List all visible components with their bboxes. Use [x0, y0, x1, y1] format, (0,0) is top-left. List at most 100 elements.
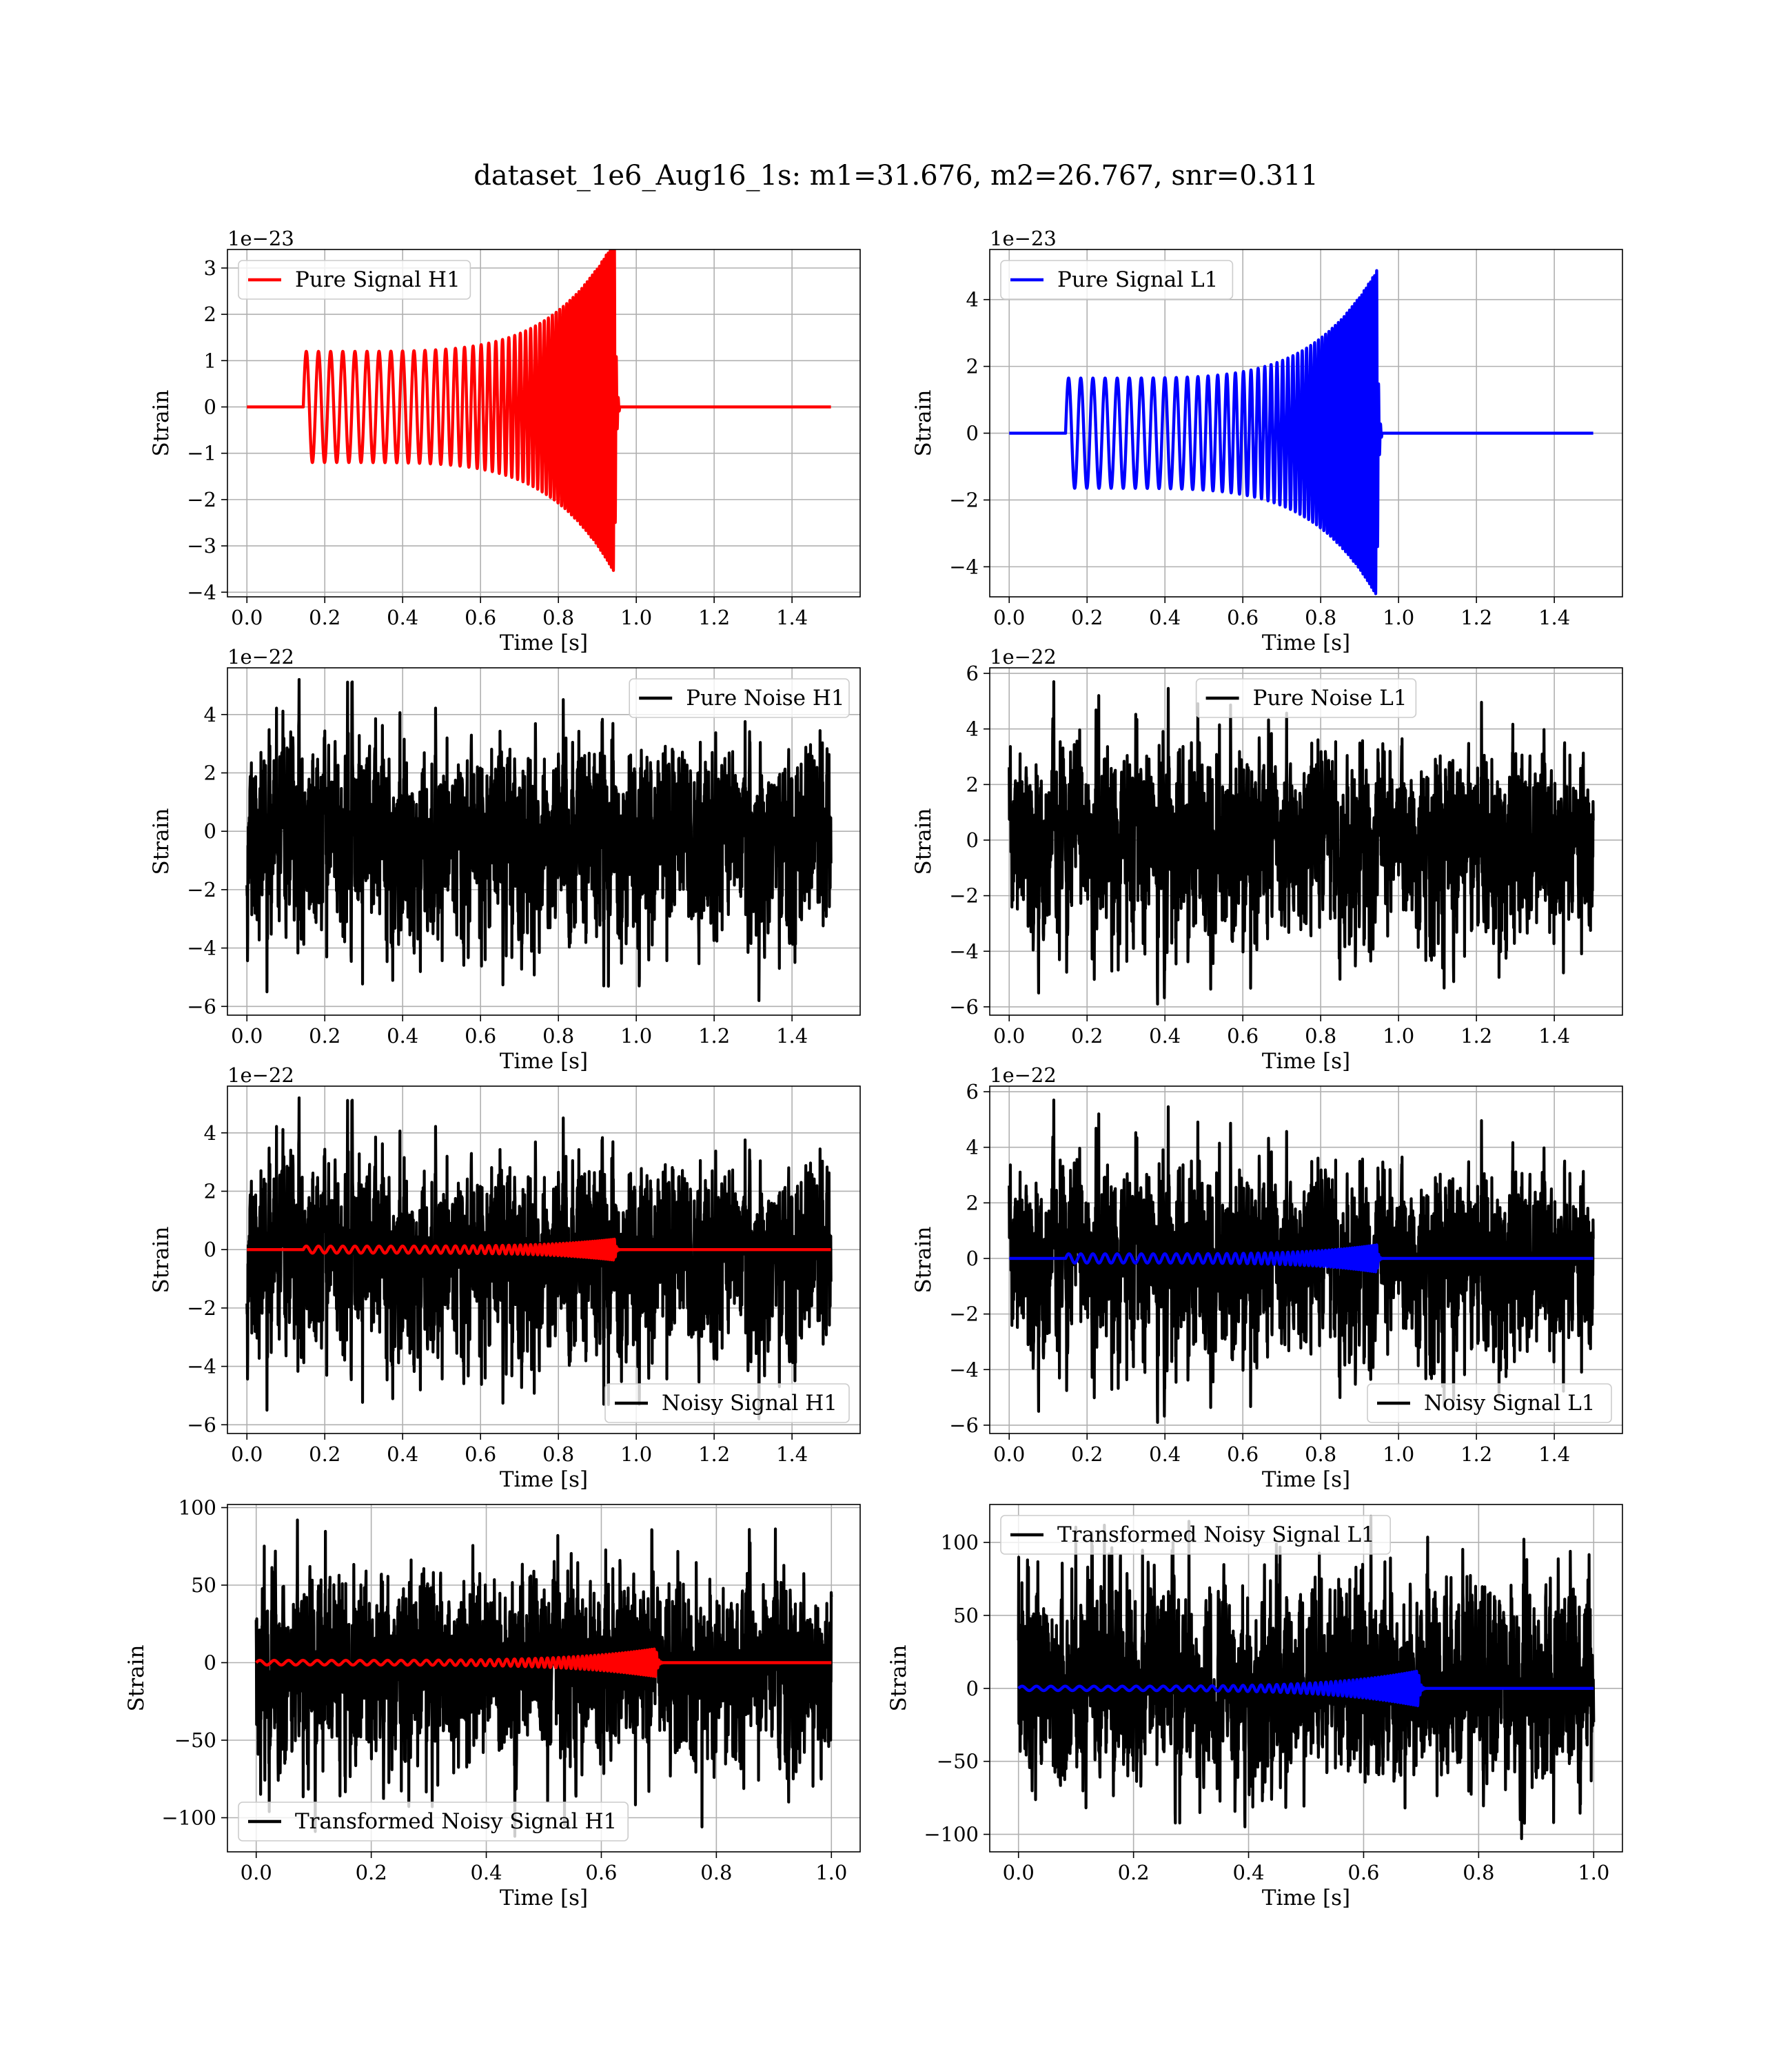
y-tick-label: 4: [966, 1136, 979, 1159]
y-tick-label: −4: [187, 937, 216, 960]
panel-transformed-noisy-signal-l1: 0.0 0.2 0.4 0.6 0.8 1.0 100 50 0 −50 −100 Time [s] S…: [886, 1504, 1623, 1910]
x-tick-label: 0.0: [241, 1861, 272, 1884]
x-tick-label: 0.8: [1305, 606, 1336, 629]
y-tick-label: 4: [204, 1121, 216, 1145]
x-tick-label: 0.0: [993, 1024, 1025, 1048]
y-tick-label: −6: [949, 995, 979, 1019]
x-tick-label: 1.4: [1538, 1442, 1570, 1466]
legend-box: [629, 678, 850, 718]
x-tick-label: 1.4: [776, 1024, 808, 1048]
x-axis-label: Time [s]: [1262, 1049, 1350, 1074]
x-tick-label: 0.8: [542, 1024, 574, 1048]
y-tick-label: −1: [187, 442, 216, 465]
axis-offset-text: 1e−22: [227, 1063, 294, 1087]
legend-label: Pure Noise H1: [686, 686, 844, 711]
series-line-0: [254, 1518, 833, 1838]
y-tick-label: 0: [966, 1247, 979, 1270]
y-tick-label: −2: [949, 488, 979, 511]
y-axis-label: Strain: [911, 1227, 936, 1294]
y-tick-label: −2: [949, 1303, 979, 1326]
x-tick-label: 1.2: [698, 606, 730, 629]
x-tick-label: 1.4: [1538, 606, 1570, 629]
series-group: [1008, 680, 1595, 1006]
x-tick-label: 0.4: [387, 1442, 418, 1466]
legend: Transformed Noisy Signal L1: [1000, 1515, 1392, 1555]
x-tick-label: 0.6: [1347, 1861, 1379, 1884]
series-line-1: [245, 1237, 833, 1262]
legend-label: Noisy Signal L1: [1424, 1391, 1596, 1416]
x-tick-label: 0.6: [1227, 606, 1259, 629]
plot-frame: [989, 249, 1623, 598]
legend-label: Transformed Noisy Signal L1: [1057, 1522, 1375, 1547]
series-line-0: [1008, 269, 1595, 595]
x-tick-label: 0.2: [356, 1861, 387, 1884]
y-tick-label: 6: [966, 662, 979, 685]
y-tick-label: −100: [924, 1823, 979, 1846]
axis-offset-text: 1e−23: [990, 227, 1057, 250]
series-line-1: [1008, 1243, 1595, 1274]
legend-label: Pure Signal H1: [295, 267, 460, 292]
x-tick-label: 1.2: [698, 1442, 730, 1466]
y-tick-label: −4: [187, 580, 216, 604]
y-tick-label: 6: [966, 1080, 979, 1103]
x-tick-label: 0.2: [1118, 1861, 1150, 1884]
x-axis-label: Time [s]: [1262, 1886, 1350, 1910]
y-tick-label: 2: [966, 773, 979, 796]
y-tick-label: 2: [204, 761, 216, 784]
x-tick-label: 0.0: [231, 1442, 263, 1466]
axis-offset-text: 1e−22: [227, 645, 294, 669]
x-tick-label: 0.4: [1232, 1861, 1264, 1884]
y-tick-label: 2: [204, 1179, 216, 1203]
legend: Pure Signal L1: [1000, 260, 1234, 300]
series-line-1: [1017, 1669, 1596, 1708]
plot-frame: [989, 667, 1623, 1016]
x-tick-label: 0.2: [1071, 1024, 1103, 1048]
x-tick-label: 0.4: [470, 1861, 502, 1884]
y-tick-label: 4: [204, 703, 216, 726]
series-group: [254, 1518, 833, 1838]
legend-box: [1000, 1515, 1392, 1555]
y-tick-label: −6: [187, 994, 216, 1018]
x-tick-label: 1.0: [620, 606, 652, 629]
y-tick-label: −6: [949, 1414, 979, 1437]
x-tick-label: 0.4: [1149, 606, 1181, 629]
y-axis-label: Strain: [149, 1227, 174, 1294]
y-tick-label: 0: [204, 395, 216, 418]
plot-frame: [227, 667, 861, 1016]
series-line-0: [245, 677, 833, 1002]
x-tick-label: 1.4: [776, 606, 808, 629]
series-group: [245, 677, 833, 1002]
legend: Pure Signal H1: [238, 260, 471, 300]
figure-title: dataset_1e6_Aug16_1s: m1=31.676, m2=26.7…: [474, 160, 1318, 192]
y-tick-label: 3: [204, 256, 216, 280]
legend: Pure Noise H1: [629, 678, 850, 718]
panel-pure-noise-h1: 0.0 0.2 0.4 0.6 0.8 1.0 1.2 1.4 4 2 0 −2 −4 −6 Time [s…: [149, 645, 861, 1074]
legend: Transformed Noisy Signal H1: [238, 1802, 629, 1842]
x-tick-label: 1.0: [1383, 606, 1414, 629]
y-tick-label: 0: [204, 819, 216, 843]
y-axis-label: Strain: [911, 808, 936, 875]
y-tick-label: 4: [966, 288, 979, 312]
series-line-0: [245, 1096, 833, 1420]
legend-box: [604, 1383, 850, 1423]
panel-transformed-noisy-signal-h1: 0.0 0.2 0.4 0.6 0.8 1.0 100 50 0 −50 −100 Time [s] S…: [124, 1496, 861, 1910]
legend-label: Pure Noise L1: [1253, 686, 1407, 711]
legend: Noisy Signal H1: [604, 1383, 850, 1423]
y-tick-label: 0: [966, 828, 979, 852]
series-group: [1008, 1099, 1595, 1424]
x-axis-label: Time [s]: [500, 1049, 588, 1074]
x-axis-label: Time [s]: [500, 631, 588, 655]
y-axis-label: Strain: [124, 1645, 149, 1712]
y-axis-label: Strain: [149, 390, 174, 457]
series-group: [245, 1096, 833, 1420]
series-line-0: [1017, 1514, 1596, 1841]
x-tick-label: 0.0: [993, 1442, 1025, 1466]
y-tick-label: −2: [187, 488, 216, 511]
x-tick-label: 1.2: [698, 1024, 730, 1048]
series-group: [1008, 269, 1595, 595]
x-tick-label: 0.2: [309, 606, 340, 629]
y-tick-label: 50: [191, 1573, 216, 1597]
legend-label: Transformed Noisy Signal H1: [295, 1809, 617, 1834]
x-tick-label: 0.6: [585, 1861, 617, 1884]
